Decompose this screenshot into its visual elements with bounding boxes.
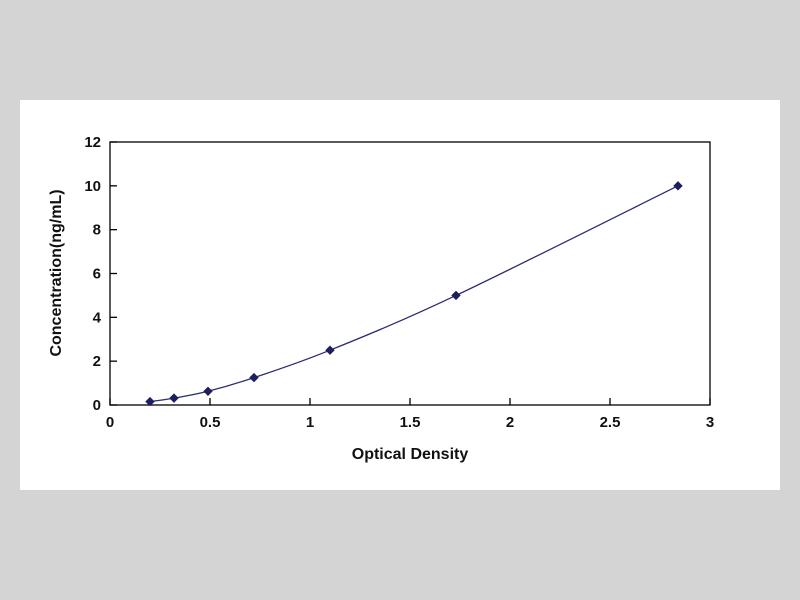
standard-curve-line [149,185,679,403]
y-tick-label: 8 [93,222,101,239]
y-tick-label: 4 [93,309,102,326]
x-tick-label: 1.5 [400,414,421,431]
x-tick-label: 1 [306,414,314,431]
data-point-marker [325,345,335,355]
y-tick-label: 10 [84,178,101,195]
plot-panel [20,100,780,490]
y-tick-label: 6 [93,266,101,283]
x-tick-label: 0.5 [200,414,221,431]
data-point-marker [249,372,259,383]
data-point-marker [145,396,155,407]
y-tick-label: 0 [93,397,101,414]
data-point-marker [169,393,179,403]
x-tick-label: 2 [506,414,514,431]
data-point-marker [451,290,461,301]
data-point-marker [203,386,213,397]
y-tick-label: 12 [84,134,101,151]
y-tick-label: 2 [93,353,101,370]
x-axis-title: Optical Density [351,446,469,463]
data-point-marker [673,181,683,191]
x-tick-label: 3 [706,414,714,431]
x-tick-label: 0 [106,414,114,431]
plot-box [109,141,711,406]
y-axis-title: Concentration(ng/mL) [48,189,65,357]
x-tick-label: 2.5 [600,414,621,431]
